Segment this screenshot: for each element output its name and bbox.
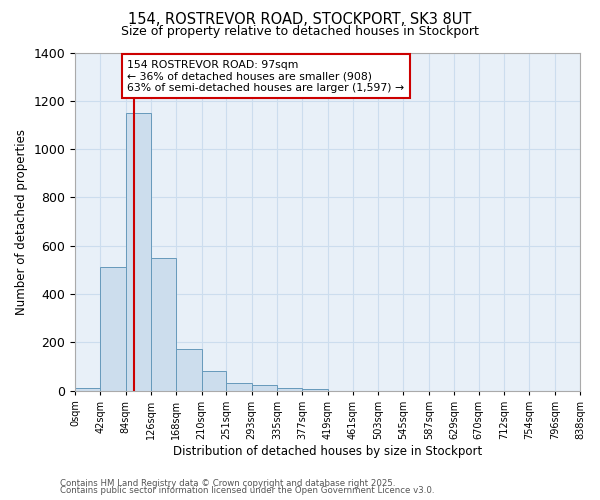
Bar <box>151 258 176 390</box>
Bar <box>126 113 151 390</box>
Bar <box>277 388 302 390</box>
Text: 154 ROSTREVOR ROAD: 97sqm
← 36% of detached houses are smaller (908)
63% of semi: 154 ROSTREVOR ROAD: 97sqm ← 36% of detac… <box>127 60 404 93</box>
Bar <box>202 370 226 390</box>
Y-axis label: Number of detached properties: Number of detached properties <box>15 128 28 314</box>
Bar <box>75 388 100 390</box>
Bar <box>251 384 277 390</box>
Bar <box>100 268 126 390</box>
Bar <box>176 350 202 391</box>
Text: 154, ROSTREVOR ROAD, STOCKPORT, SK3 8UT: 154, ROSTREVOR ROAD, STOCKPORT, SK3 8UT <box>128 12 472 28</box>
X-axis label: Distribution of detached houses by size in Stockport: Distribution of detached houses by size … <box>173 444 482 458</box>
Bar <box>226 382 251 390</box>
Text: Size of property relative to detached houses in Stockport: Size of property relative to detached ho… <box>121 25 479 38</box>
Text: Contains HM Land Registry data © Crown copyright and database right 2025.: Contains HM Land Registry data © Crown c… <box>60 478 395 488</box>
Text: Contains public sector information licensed under the Open Government Licence v3: Contains public sector information licen… <box>60 486 434 495</box>
Bar <box>302 388 328 390</box>
